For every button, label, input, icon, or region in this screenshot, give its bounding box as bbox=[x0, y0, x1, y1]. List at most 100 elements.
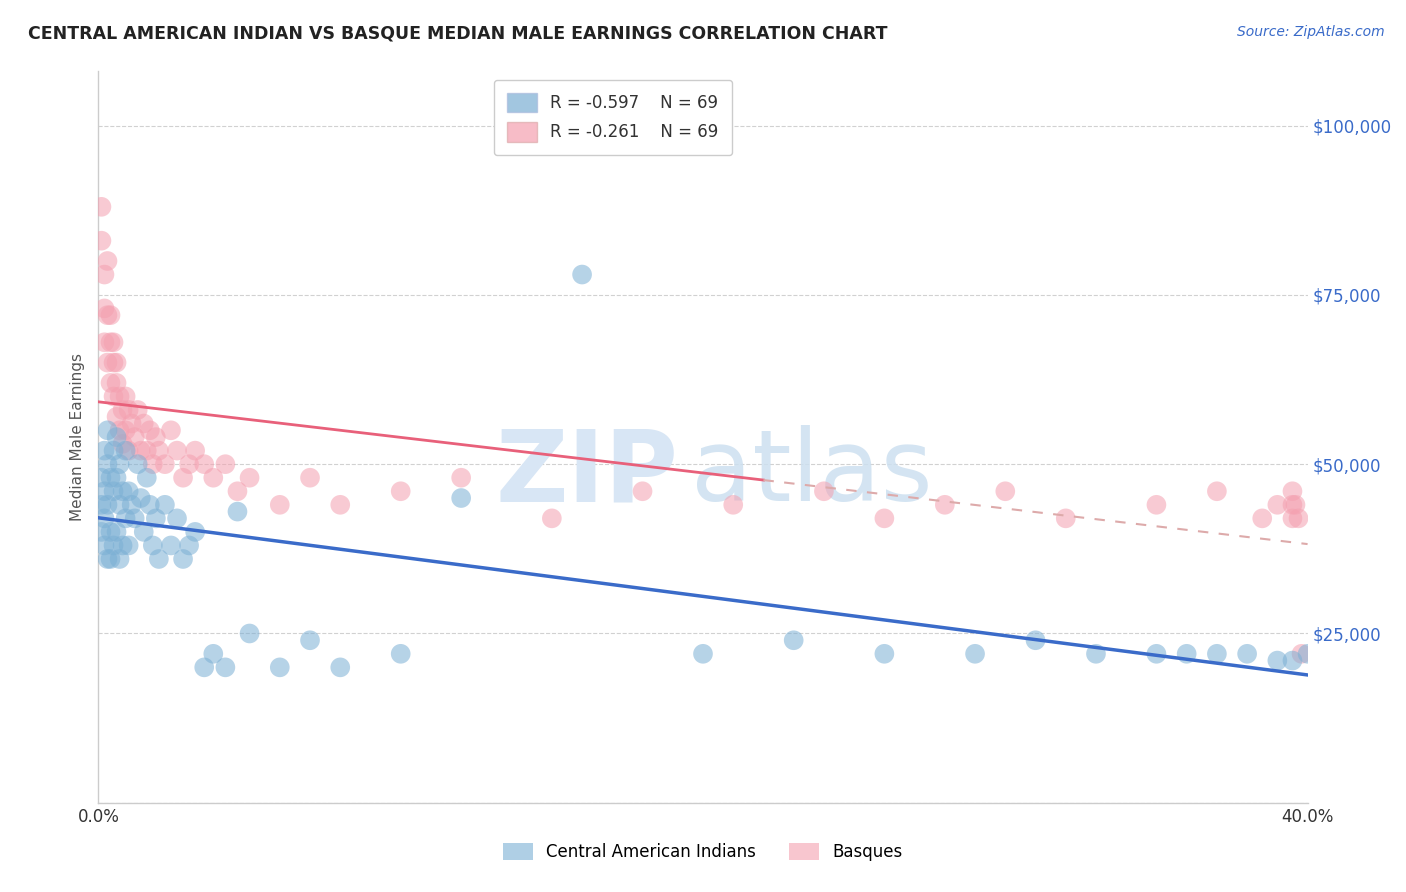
Point bbox=[121, 417, 143, 431]
Point bbox=[90, 498, 112, 512]
Point bbox=[145, 430, 167, 444]
Point bbox=[193, 457, 215, 471]
Point bbox=[114, 443, 136, 458]
Point bbox=[172, 552, 194, 566]
Point bbox=[172, 471, 194, 485]
Point bbox=[214, 660, 236, 674]
Point bbox=[114, 511, 136, 525]
Point bbox=[1281, 654, 1303, 668]
Point bbox=[129, 491, 152, 505]
Point bbox=[269, 498, 291, 512]
Point bbox=[103, 335, 125, 350]
Point bbox=[111, 437, 134, 451]
Point bbox=[214, 457, 236, 471]
Point bbox=[108, 457, 131, 471]
Point bbox=[142, 538, 165, 552]
Point bbox=[813, 484, 835, 499]
Point bbox=[108, 552, 131, 566]
Point bbox=[193, 660, 215, 674]
Point bbox=[783, 633, 806, 648]
Point bbox=[111, 484, 134, 499]
Point bbox=[239, 626, 262, 640]
Point bbox=[329, 498, 352, 512]
Point bbox=[269, 660, 291, 674]
Point bbox=[1284, 498, 1306, 512]
Point bbox=[124, 511, 146, 525]
Point bbox=[1267, 498, 1289, 512]
Point bbox=[723, 498, 745, 512]
Text: Source: ZipAtlas.com: Source: ZipAtlas.com bbox=[1237, 25, 1385, 39]
Point bbox=[135, 471, 157, 485]
Point bbox=[93, 301, 115, 316]
Point bbox=[124, 430, 146, 444]
Point bbox=[100, 376, 122, 390]
Point bbox=[148, 552, 170, 566]
Point bbox=[127, 403, 149, 417]
Point bbox=[1144, 647, 1167, 661]
Point bbox=[103, 389, 125, 403]
Point bbox=[103, 538, 125, 552]
Point bbox=[1281, 511, 1303, 525]
Point bbox=[100, 308, 122, 322]
Point bbox=[153, 498, 176, 512]
Point bbox=[96, 355, 118, 369]
Point bbox=[105, 524, 128, 539]
Point bbox=[118, 443, 141, 458]
Point bbox=[93, 484, 115, 499]
Point bbox=[105, 471, 128, 485]
Point bbox=[139, 423, 162, 437]
Point bbox=[1288, 511, 1310, 525]
Point bbox=[96, 498, 118, 512]
Point bbox=[93, 511, 115, 525]
Point bbox=[100, 471, 122, 485]
Point bbox=[1206, 647, 1229, 661]
Point bbox=[96, 254, 118, 268]
Point bbox=[111, 403, 134, 417]
Y-axis label: Median Male Earnings: Median Male Earnings bbox=[70, 353, 86, 521]
Text: CENTRAL AMERICAN INDIAN VS BASQUE MEDIAN MALE EARNINGS CORRELATION CHART: CENTRAL AMERICAN INDIAN VS BASQUE MEDIAN… bbox=[28, 25, 887, 43]
Point bbox=[1085, 647, 1108, 661]
Point bbox=[1024, 633, 1046, 648]
Point bbox=[118, 538, 141, 552]
Point bbox=[103, 355, 125, 369]
Point bbox=[160, 423, 183, 437]
Point bbox=[202, 471, 225, 485]
Point bbox=[540, 511, 562, 525]
Point bbox=[132, 417, 155, 431]
Point bbox=[1281, 484, 1303, 499]
Point bbox=[127, 457, 149, 471]
Point bbox=[105, 430, 128, 444]
Point bbox=[118, 484, 141, 499]
Point bbox=[1291, 647, 1313, 661]
Point bbox=[90, 200, 112, 214]
Point bbox=[166, 443, 188, 458]
Point bbox=[450, 491, 472, 505]
Point bbox=[96, 423, 118, 437]
Point bbox=[184, 443, 207, 458]
Point bbox=[103, 443, 125, 458]
Point bbox=[1267, 654, 1289, 668]
Point bbox=[329, 660, 352, 674]
Point bbox=[239, 471, 262, 485]
Point bbox=[692, 647, 714, 661]
Point bbox=[96, 552, 118, 566]
Point bbox=[145, 511, 167, 525]
Point bbox=[118, 403, 141, 417]
Point bbox=[129, 443, 152, 458]
Point bbox=[108, 423, 131, 437]
Point bbox=[90, 234, 112, 248]
Point bbox=[160, 538, 183, 552]
Point bbox=[1054, 511, 1077, 525]
Point bbox=[226, 505, 249, 519]
Point bbox=[135, 443, 157, 458]
Point bbox=[1281, 498, 1303, 512]
Point bbox=[90, 524, 112, 539]
Point bbox=[105, 409, 128, 424]
Point bbox=[184, 524, 207, 539]
Point bbox=[132, 524, 155, 539]
Point bbox=[100, 335, 122, 350]
Point bbox=[96, 308, 118, 322]
Point bbox=[179, 457, 201, 471]
Point bbox=[179, 538, 201, 552]
Point bbox=[1206, 484, 1229, 499]
